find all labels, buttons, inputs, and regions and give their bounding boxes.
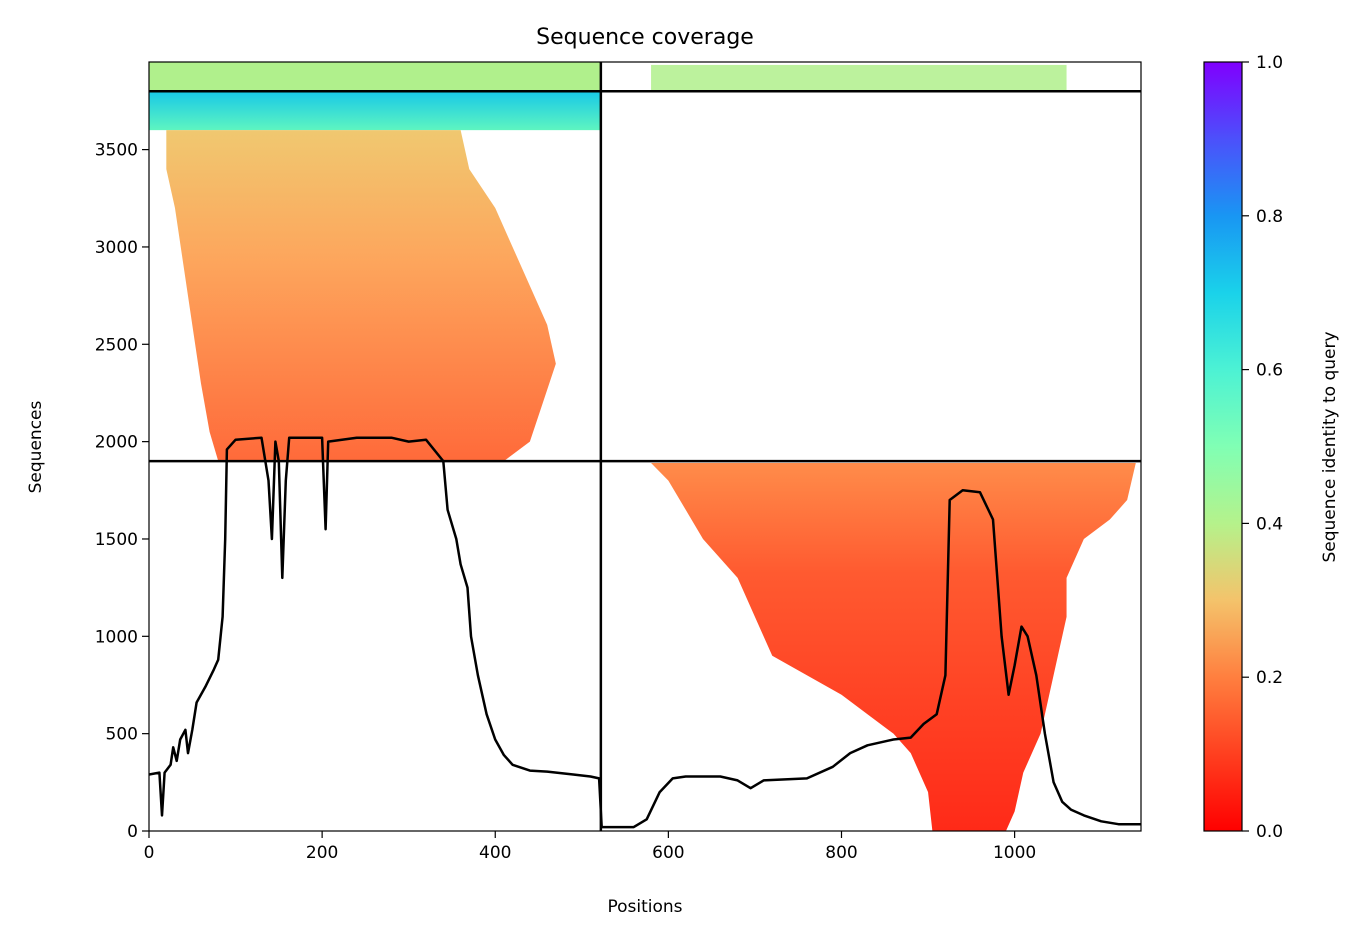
- y-tick-label: 500: [106, 725, 138, 745]
- y-tick-label: 1000: [95, 627, 138, 647]
- coverage-block-top-left: [149, 62, 601, 92]
- colorbar-tick-label: 0.8: [1256, 207, 1283, 227]
- x-tick-label: 600: [652, 843, 684, 863]
- coverage-block-lower-right: [651, 463, 1136, 831]
- colorbar-tick-label: 1.0: [1256, 53, 1283, 73]
- colorbar: 0.0 0.2 0.4 0.6 0.8 1.0 Sequence identity to …: [1203, 53, 1340, 842]
- colorbar-ticks: 0.0 0.2 0.4 0.6 0.8 1.0: [1242, 53, 1283, 842]
- y-axis: 0 500 1000 1500 2000 2500 3000 3500: [95, 141, 149, 842]
- colorbar-gradient: [1203, 61, 1243, 832]
- colorbar-tick-label: 0.0: [1256, 822, 1283, 842]
- colorbar-tick-label: 0.2: [1256, 668, 1283, 688]
- coverage-block-teal: [149, 91, 601, 131]
- plot-frame: [148, 61, 1142, 832]
- colorbar-tick-label: 0.4: [1256, 514, 1283, 534]
- y-tick-label: 2000: [95, 433, 138, 453]
- coverage-block-top-right: [651, 64, 1067, 92]
- coverage-block-upper-left: [166, 130, 556, 462]
- y-axis-label: Sequences: [26, 401, 46, 494]
- y-tick-label: 0: [127, 822, 138, 842]
- x-tick-label: 400: [479, 843, 511, 863]
- chart-title: Sequence coverage: [536, 25, 754, 50]
- y-tick-label: 3500: [95, 141, 138, 161]
- y-tick-label: 2500: [95, 335, 138, 355]
- colorbar-tick-label: 0.6: [1256, 361, 1283, 381]
- x-tick-label: 200: [306, 843, 338, 863]
- plot-area: [149, 62, 1141, 831]
- coverage-line: [149, 436, 1141, 829]
- y-tick-label: 1500: [95, 530, 138, 550]
- y-tick-label: 3000: [95, 238, 138, 258]
- x-tick-label: 0: [144, 843, 155, 863]
- x-tick-label: 1000: [993, 843, 1036, 863]
- x-tick-label: 800: [825, 843, 857, 863]
- x-axis-label: Positions: [607, 897, 682, 917]
- colorbar-label: Sequence identity to query: [1320, 331, 1340, 562]
- x-axis: 0 200 400 600 800 1000: [144, 831, 1036, 863]
